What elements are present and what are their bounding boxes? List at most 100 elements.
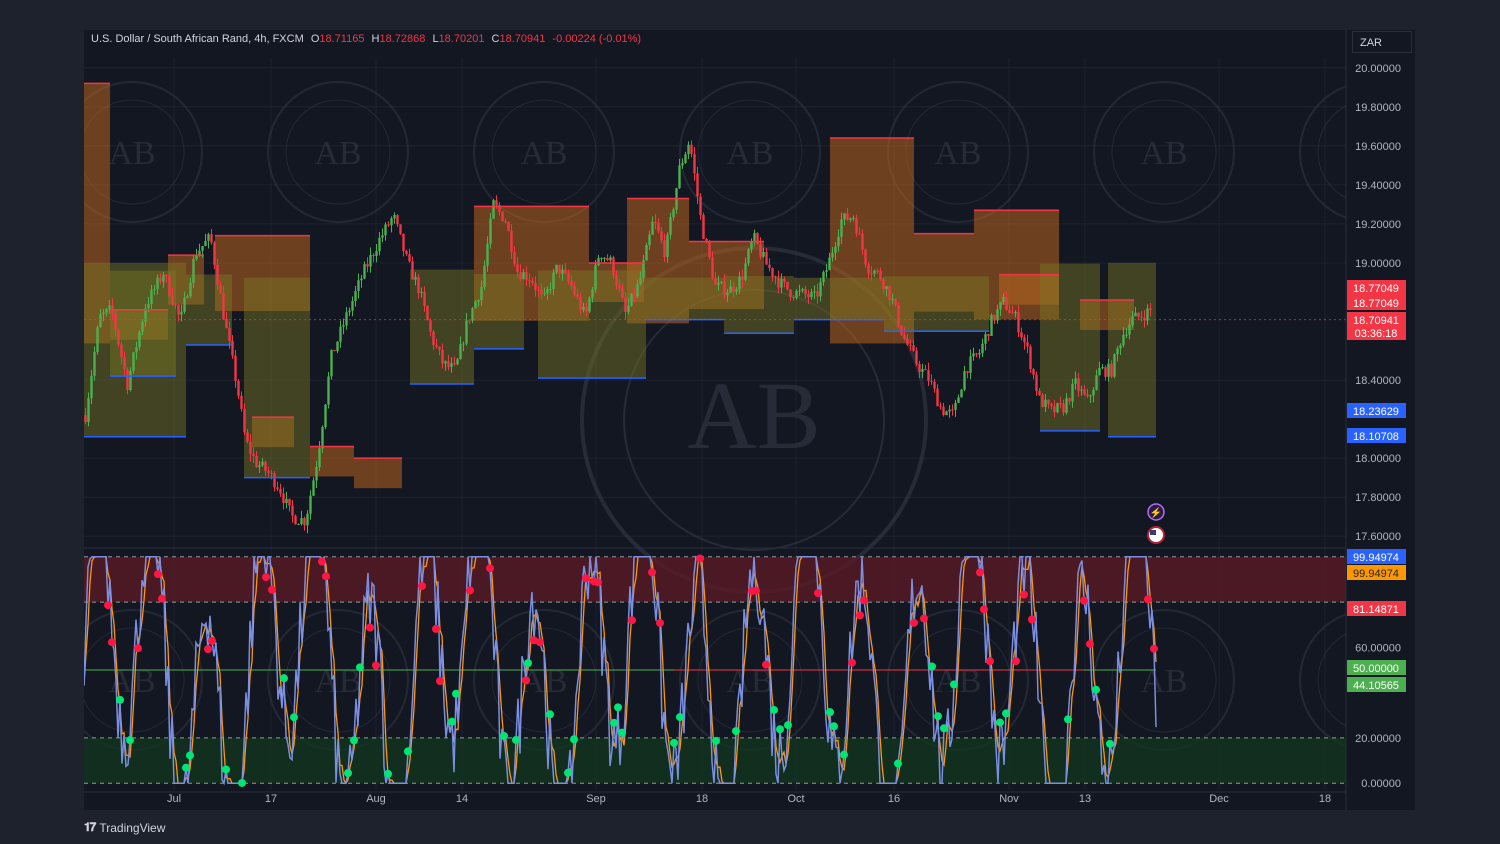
candle-body [462,343,465,345]
price-tick-label: 19.60000 [1355,141,1401,153]
candle-body [234,355,237,381]
oscillator-tick-label: 60.00000 [1355,642,1401,654]
bearish-cross-dot [656,618,664,627]
chart-svg[interactable]: ABABABABABABABABABABABABABABAB⚡20.000001… [84,30,1415,810]
candle-body [582,307,585,310]
bearish-cross-dot [1150,644,1158,653]
candle-body [606,257,609,261]
price-tick-label: 19.00000 [1355,258,1401,270]
candle-body [135,347,138,353]
bullish-cross-dot [1002,709,1010,718]
candle-body [429,320,432,332]
candle-body [369,254,372,267]
bullish-cross-dot [524,659,532,668]
candle-body [999,302,1002,310]
candle-body [861,233,864,250]
oscillator-label-value: 44.10565 [1353,680,1399,692]
bearish-cross-dot [366,623,374,632]
candle-body [735,289,738,292]
candle-body [933,381,936,389]
candle-body [381,235,384,238]
candle-body [507,222,510,231]
price-tick-label: 18.00000 [1355,453,1401,465]
watermark-text: AB [314,135,361,172]
candle-body [348,310,351,313]
price-label-box [1347,403,1406,418]
oscillator-label-value: 50.00000 [1353,663,1399,675]
candle-body [570,281,573,286]
oscillator-label-box [1347,549,1406,564]
bullish-cross-dot [676,713,684,722]
candle-body [984,334,987,344]
oscillator-tick-label: 20.00000 [1355,733,1401,745]
candle-body [396,215,399,225]
candle-body [912,345,915,351]
price-tick-label: 17.80000 [1355,492,1401,504]
bearish-cross-dot [208,636,216,645]
candle-body [1032,369,1035,375]
candle-body [168,276,171,296]
price-label-box [1347,280,1406,295]
watermark-text: AB [1140,135,1187,172]
candle-body [300,518,303,525]
bullish-cross-dot [238,778,246,787]
candle-body [1056,403,1059,413]
candle-body [864,249,867,265]
candle-body [948,409,951,412]
candle-body [837,236,840,247]
candle-body [1125,334,1128,336]
candle-body [534,283,537,290]
tradingview-logo[interactable]: 𝟏𝟕 TradingView [84,820,165,835]
watermark-text: AB [934,135,981,172]
bearish-cross-dot [1144,595,1152,604]
candle-body [636,283,639,297]
candle-body [573,285,576,295]
resistance-zone [168,255,204,305]
oscillator-tick-label: 0.00000 [1361,778,1401,790]
candle-body [546,289,549,294]
price-tick-label: 17.60000 [1355,531,1401,543]
candle-body [642,260,645,278]
candle-body [1095,375,1098,390]
candle-body [618,285,621,289]
overbought-band [84,556,1354,603]
candle-body [915,350,918,365]
time-tick-label: Oct [787,793,804,805]
candle-body [471,308,474,321]
candle-body [336,341,339,352]
candle-body [897,305,900,326]
bullish-cross-dot [182,763,190,772]
watermark-seal-inner [84,99,185,205]
candle-body [621,288,624,298]
candle-body [1092,389,1095,396]
bearish-cross-dot [108,638,116,647]
oscillator-label-box [1347,660,1406,675]
candle-body [741,276,744,280]
candle-body [702,214,705,239]
support-zone [794,277,884,320]
bearish-cross-dot [762,660,770,669]
candle-body [114,313,117,331]
low-key: L [432,33,439,45]
candle-body [438,346,441,350]
bearish-cross-dot [594,578,602,587]
chart-area[interactable]: ABABABABABABABABABABABABABABAB⚡20.000001… [84,30,1415,810]
bullish-cross-dot [546,710,554,719]
candle-body [654,221,657,223]
price-label-value: 18.77049 [1353,298,1399,310]
candle-body [435,345,438,347]
candle-body [309,495,312,514]
candle-body [651,221,654,235]
candle-body [1134,312,1137,317]
resistance-zone [215,235,310,312]
candle-body [312,480,315,496]
bullish-cross-dot [290,713,298,722]
currency-button[interactable]: ZAR [1352,31,1412,53]
bullish-cross-dot [784,721,792,730]
candle-body [201,246,204,251]
candle-body [447,361,450,367]
candle-body [585,307,588,312]
candle-body [780,278,783,288]
lightning-event-icon[interactable] [1147,503,1165,521]
candle-body [420,291,423,294]
